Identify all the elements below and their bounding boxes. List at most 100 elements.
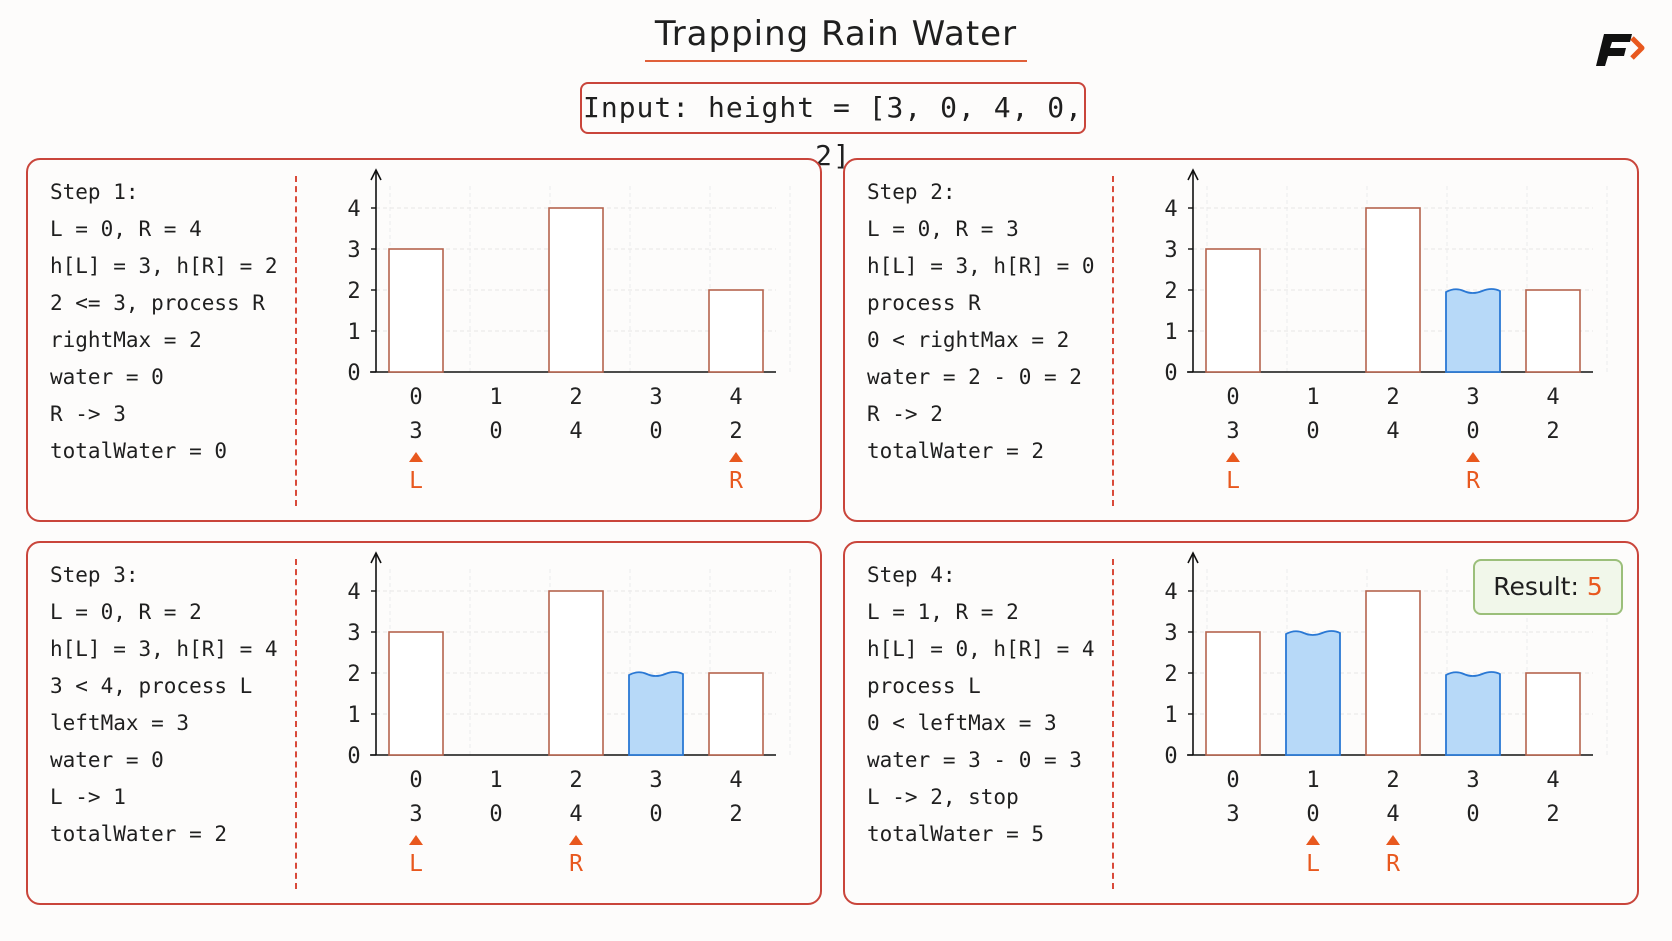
y-axis-arrow bbox=[370, 551, 382, 564]
step-line: water = 3 - 0 = 3 bbox=[867, 748, 1082, 772]
height-value-label: 3 bbox=[409, 419, 422, 444]
y-tick-label: 3 bbox=[1164, 621, 1177, 646]
pointer-arrow-icon bbox=[569, 835, 583, 845]
y-tick-label: 3 bbox=[347, 621, 360, 646]
y-tick-label: 0 bbox=[1164, 744, 1177, 769]
step-line: 3 < 4, process L bbox=[50, 674, 253, 698]
step-line: L -> 1 bbox=[50, 785, 126, 809]
step-panel-3: Step 3: L = 0, R = 2 h[L] = 3, h[R] = 4 … bbox=[26, 541, 822, 905]
panel-divider bbox=[1112, 559, 1114, 889]
pointer-label: R bbox=[569, 851, 583, 877]
bar-chart: 0 1 2 3 4 0 3 L 1 0 2 4 3 0 4 2 R bbox=[347, 168, 791, 494]
step-line: water = 0 bbox=[50, 748, 164, 772]
pointer-label: L bbox=[409, 468, 423, 494]
height-value-label: 0 bbox=[1466, 802, 1479, 827]
step-line: 0 < rightMax = 2 bbox=[867, 328, 1070, 352]
height-value-label: 4 bbox=[569, 802, 582, 827]
step-line: Step 3: bbox=[50, 563, 139, 587]
x-index-label: 4 bbox=[1546, 768, 1559, 793]
water-fill bbox=[628, 671, 684, 756]
bar bbox=[548, 590, 604, 756]
y-tick-label: 3 bbox=[1164, 238, 1177, 263]
pointer-arrow-icon bbox=[409, 835, 423, 845]
y-tick-label: 4 bbox=[1164, 580, 1177, 605]
y-tick-label: 2 bbox=[347, 279, 360, 304]
bar bbox=[1525, 289, 1581, 373]
step-panel-2: Step 2: L = 0, R = 3 h[L] = 3, h[R] = 0 … bbox=[843, 158, 1639, 522]
y-tick-label: 4 bbox=[347, 197, 360, 222]
step-line: h[L] = 3, h[R] = 0 bbox=[867, 254, 1095, 278]
x-index-label: 3 bbox=[1466, 768, 1479, 793]
x-index-label: 0 bbox=[409, 385, 422, 410]
y-tick-label: 0 bbox=[347, 361, 360, 386]
step-line: L = 1, R = 2 bbox=[867, 600, 1019, 624]
bar bbox=[388, 248, 444, 373]
step-text: Step 4: L = 1, R = 2 h[L] = 0, h[R] = 4 … bbox=[867, 557, 1095, 853]
bar-chart: 0 1 2 3 4 0 3 L 1 0 2 4 3 0 R 4 2 bbox=[1164, 168, 1608, 494]
water-fill bbox=[1445, 671, 1501, 756]
x-index-label: 0 bbox=[409, 768, 422, 793]
height-value-label: 4 bbox=[1386, 802, 1399, 827]
height-value-label: 3 bbox=[1226, 802, 1239, 827]
input-label: Input: height = [3, 0, 4, 0, 2] bbox=[582, 91, 1083, 172]
height-value-label: 3 bbox=[1226, 419, 1239, 444]
x-index-label: 0 bbox=[1226, 768, 1239, 793]
pointer-arrow-icon bbox=[729, 452, 743, 462]
x-index-label: 1 bbox=[1306, 768, 1319, 793]
pointer-label: L bbox=[409, 851, 423, 877]
x-index-label: 3 bbox=[1466, 385, 1479, 410]
bar bbox=[1365, 207, 1421, 373]
height-value-label: 2 bbox=[729, 802, 742, 827]
bar bbox=[548, 207, 604, 373]
y-tick-label: 4 bbox=[1164, 197, 1177, 222]
x-index-label: 3 bbox=[649, 768, 662, 793]
bar bbox=[388, 631, 444, 756]
step-text: Step 1: L = 0, R = 4 h[L] = 3, h[R] = 2 … bbox=[50, 174, 278, 470]
step-text: Step 2: L = 0, R = 3 h[L] = 3, h[R] = 0 … bbox=[867, 174, 1095, 470]
pointer-label: R bbox=[1386, 851, 1400, 877]
step-line: totalWater = 2 bbox=[867, 439, 1045, 463]
y-tick-label: 3 bbox=[347, 238, 360, 263]
input-box: Input: height = [3, 0, 4, 0, 2] bbox=[580, 82, 1086, 172]
y-tick-label: 4 bbox=[347, 580, 360, 605]
height-value-label: 0 bbox=[1306, 419, 1319, 444]
y-axis-arrow bbox=[370, 168, 382, 181]
step-line: h[L] = 3, h[R] = 2 bbox=[50, 254, 278, 278]
y-tick-label: 1 bbox=[1164, 703, 1177, 728]
x-index-label: 4 bbox=[1546, 385, 1559, 410]
pointer-arrow-icon bbox=[1306, 835, 1320, 845]
step-panel-4: Step 4: L = 1, R = 2 h[L] = 0, h[R] = 4 … bbox=[843, 541, 1639, 905]
step-panel-1: Step 1: L = 0, R = 4 h[L] = 3, h[R] = 2 … bbox=[26, 158, 822, 522]
step-line: Step 4: bbox=[867, 563, 956, 587]
y-tick-label: 2 bbox=[1164, 662, 1177, 687]
y-tick-label: 1 bbox=[347, 320, 360, 345]
step-line: R -> 3 bbox=[50, 402, 126, 426]
step-line: L = 0, R = 4 bbox=[50, 217, 202, 241]
pointer-label: R bbox=[1466, 468, 1480, 494]
bar-chart: 0 1 2 3 4 0 3 L 1 0 2 4 R 3 0 4 2 bbox=[347, 551, 791, 877]
x-index-label: 1 bbox=[1306, 385, 1319, 410]
height-value-label: 3 bbox=[409, 802, 422, 827]
height-value-label: 0 bbox=[1466, 419, 1479, 444]
step-line: h[L] = 3, h[R] = 4 bbox=[50, 637, 278, 661]
height-value-label: 4 bbox=[569, 419, 582, 444]
x-index-label: 1 bbox=[489, 385, 502, 410]
pointer-label: L bbox=[1306, 851, 1320, 877]
y-tick-label: 2 bbox=[1164, 279, 1177, 304]
height-value-label: 2 bbox=[729, 419, 742, 444]
x-index-label: 0 bbox=[1226, 385, 1239, 410]
step-line: totalWater = 2 bbox=[50, 822, 228, 846]
pointer-label: L bbox=[1226, 468, 1240, 494]
step-line: L = 0, R = 2 bbox=[50, 600, 202, 624]
pointer-label: R bbox=[729, 468, 743, 494]
step-line: rightMax = 2 bbox=[50, 328, 202, 352]
result-value: 5 bbox=[1586, 572, 1603, 601]
step-line: leftMax = 3 bbox=[50, 711, 190, 735]
bar bbox=[1365, 590, 1421, 756]
x-index-label: 4 bbox=[729, 385, 742, 410]
panel-divider bbox=[295, 559, 297, 889]
x-index-label: 2 bbox=[569, 768, 582, 793]
water-fill bbox=[1285, 630, 1341, 756]
step-line: Step 2: bbox=[867, 180, 956, 204]
height-value-label: 0 bbox=[1306, 802, 1319, 827]
